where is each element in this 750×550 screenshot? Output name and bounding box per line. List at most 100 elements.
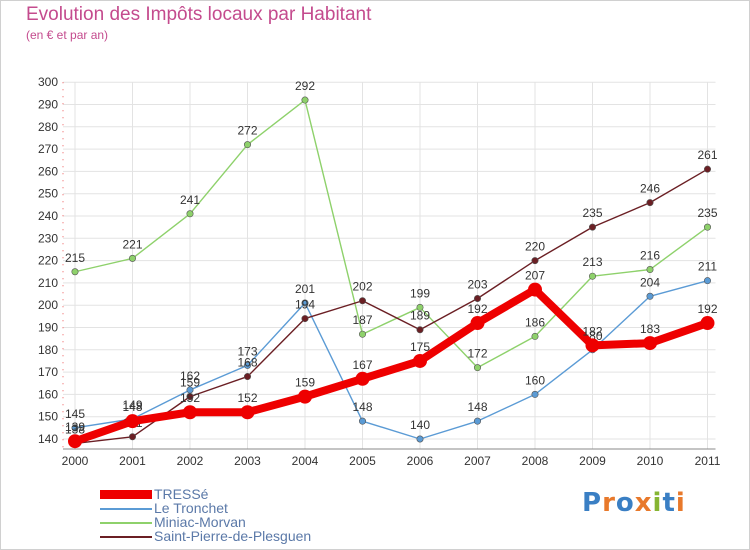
x-tick-label: 2000 bbox=[62, 454, 89, 468]
data-point-tress- bbox=[240, 405, 255, 420]
data-label-miniac-morvan: 235 bbox=[697, 206, 717, 220]
data-point-le-tronchet bbox=[473, 417, 481, 425]
data-point-tress- bbox=[470, 316, 485, 331]
y-tick-label: 260 bbox=[38, 164, 58, 178]
data-point-saint-pierre-de-plesguen bbox=[301, 315, 309, 323]
x-tick-label: 2009 bbox=[579, 454, 606, 468]
data-point-miniac-morvan bbox=[129, 254, 137, 262]
data-label-saint-pierre-de-plesguen: 159 bbox=[180, 376, 200, 390]
data-point-miniac-morvan bbox=[703, 223, 711, 231]
data-point-tress- bbox=[413, 353, 427, 368]
data-point-tress- bbox=[585, 338, 600, 353]
legend-label-miniac-morvan: Miniac-Morvan bbox=[154, 514, 246, 530]
data-point-le-tronchet bbox=[416, 435, 424, 443]
data-point-le-tronchet bbox=[358, 417, 366, 425]
data-label-saint-pierre-de-plesguen: 261 bbox=[697, 148, 717, 162]
data-point-saint-pierre-de-plesguen bbox=[646, 199, 654, 207]
data-label-le-tronchet: 160 bbox=[525, 373, 545, 387]
data-label-le-tronchet: 173 bbox=[237, 344, 257, 358]
data-point-le-tronchet bbox=[531, 390, 539, 398]
data-label-tress-: 152 bbox=[237, 391, 257, 405]
legend-label-le-tronchet: Le Tronchet bbox=[154, 500, 228, 516]
data-point-tress- bbox=[298, 389, 312, 404]
data-label-miniac-morvan: 272 bbox=[237, 124, 257, 138]
chart-subtitle: (en € et par an) bbox=[26, 28, 109, 42]
data-label-le-tronchet: 162 bbox=[180, 369, 200, 383]
data-point-miniac-morvan bbox=[646, 266, 654, 274]
y-tick-label: 160 bbox=[38, 387, 58, 401]
data-label-le-tronchet: 145 bbox=[65, 407, 85, 421]
data-label-tress-: 192 bbox=[467, 302, 487, 316]
x-tick-label: 2004 bbox=[292, 454, 319, 468]
data-point-saint-pierre-de-plesguen bbox=[703, 165, 711, 173]
data-point-miniac-morvan bbox=[588, 272, 596, 280]
data-label-saint-pierre-de-plesguen: 235 bbox=[582, 206, 602, 220]
data-label-miniac-morvan: 221 bbox=[122, 237, 142, 251]
legend-label-tresse: TRESSé bbox=[154, 486, 209, 502]
x-tick-label: 2007 bbox=[464, 454, 491, 468]
data-label-saint-pierre-de-plesguen: 202 bbox=[352, 280, 372, 294]
series-line-tress- bbox=[71, 285, 712, 446]
data-label-miniac-morvan: 172 bbox=[467, 347, 487, 361]
data-point-tress- bbox=[125, 414, 140, 429]
data-label-saint-pierre-de-plesguen: 246 bbox=[640, 182, 660, 196]
data-point-le-tronchet bbox=[703, 277, 711, 285]
chart-title: Evolution des Impôts locaux par Habitant bbox=[26, 4, 372, 25]
data-point-tress- bbox=[355, 371, 370, 386]
data-label-le-tronchet: 204 bbox=[640, 275, 660, 289]
data-label-tress-: 148 bbox=[122, 400, 142, 414]
legend-swatch-le-tronchet bbox=[100, 508, 152, 510]
data-point-saint-pierre-de-plesguen bbox=[129, 433, 137, 441]
data-label-le-tronchet: 148 bbox=[352, 400, 372, 414]
x-tick-label: 2003 bbox=[234, 454, 261, 468]
data-point-miniac-morvan bbox=[186, 210, 194, 218]
data-label-tress-: 167 bbox=[352, 358, 372, 372]
data-label-miniac-morvan: 215 bbox=[65, 251, 85, 265]
data-label-miniac-morvan: 187 bbox=[352, 313, 372, 327]
legend-swatch-tresse bbox=[100, 490, 152, 499]
series-line-le-tronchet bbox=[74, 279, 709, 440]
y-tick-label: 150 bbox=[38, 410, 58, 424]
data-point-saint-pierre-de-plesguen bbox=[416, 326, 424, 334]
series-line-saint-pierre-de-plesguen bbox=[74, 168, 709, 445]
data-point-tress- bbox=[643, 336, 657, 351]
legend-swatch-miniac-morvan bbox=[100, 522, 152, 524]
data-point-tress- bbox=[183, 405, 197, 420]
y-tick-label: 280 bbox=[38, 120, 58, 134]
data-label-miniac-morvan: 292 bbox=[295, 79, 315, 93]
data-label-le-tronchet: 211 bbox=[698, 260, 717, 274]
data-point-saint-pierre-de-plesguen bbox=[186, 393, 194, 401]
legend-label-saint-pierre: Saint-Pierre-de-Plesguen bbox=[154, 528, 312, 544]
data-label-saint-pierre-de-plesguen: 203 bbox=[467, 278, 487, 292]
x-tick-label: 2001 bbox=[119, 454, 146, 468]
y-tick-label: 210 bbox=[38, 276, 58, 290]
data-label-le-tronchet: 149 bbox=[122, 398, 142, 412]
data-label-miniac-morvan: 241 bbox=[180, 193, 200, 207]
data-label-saint-pierre-de-plesguen: 138 bbox=[65, 422, 85, 436]
data-label-tress-: 183 bbox=[640, 322, 660, 336]
proxiti-logo: Proxiti bbox=[582, 488, 686, 518]
y-tick-label: 170 bbox=[38, 365, 58, 379]
data-label-miniac-morvan: 186 bbox=[525, 315, 545, 329]
data-point-miniac-morvan bbox=[301, 96, 309, 104]
y-tick-label: 250 bbox=[38, 187, 58, 201]
x-tick-label: 2010 bbox=[637, 454, 664, 468]
data-point-miniac-morvan bbox=[358, 330, 366, 338]
data-label-le-tronchet: 201 bbox=[295, 282, 315, 296]
y-tick-label: 200 bbox=[38, 298, 58, 312]
y-tick-label: 220 bbox=[38, 254, 58, 268]
data-point-saint-pierre-de-plesguen bbox=[588, 223, 596, 231]
y-tick-label: 290 bbox=[38, 98, 58, 112]
data-label-tress-: 182 bbox=[582, 324, 602, 338]
y-tick-label: 270 bbox=[38, 142, 58, 156]
y-tick-label: 140 bbox=[38, 432, 58, 446]
data-point-le-tronchet bbox=[646, 292, 654, 300]
legend-swatch-saint-pierre bbox=[100, 536, 152, 538]
y-tick-label: 180 bbox=[38, 343, 58, 357]
x-tick-label: 2005 bbox=[349, 454, 376, 468]
data-label-miniac-morvan: 199 bbox=[410, 286, 430, 300]
data-point-tress- bbox=[528, 282, 542, 297]
data-point-saint-pierre-de-plesguen bbox=[531, 257, 539, 265]
